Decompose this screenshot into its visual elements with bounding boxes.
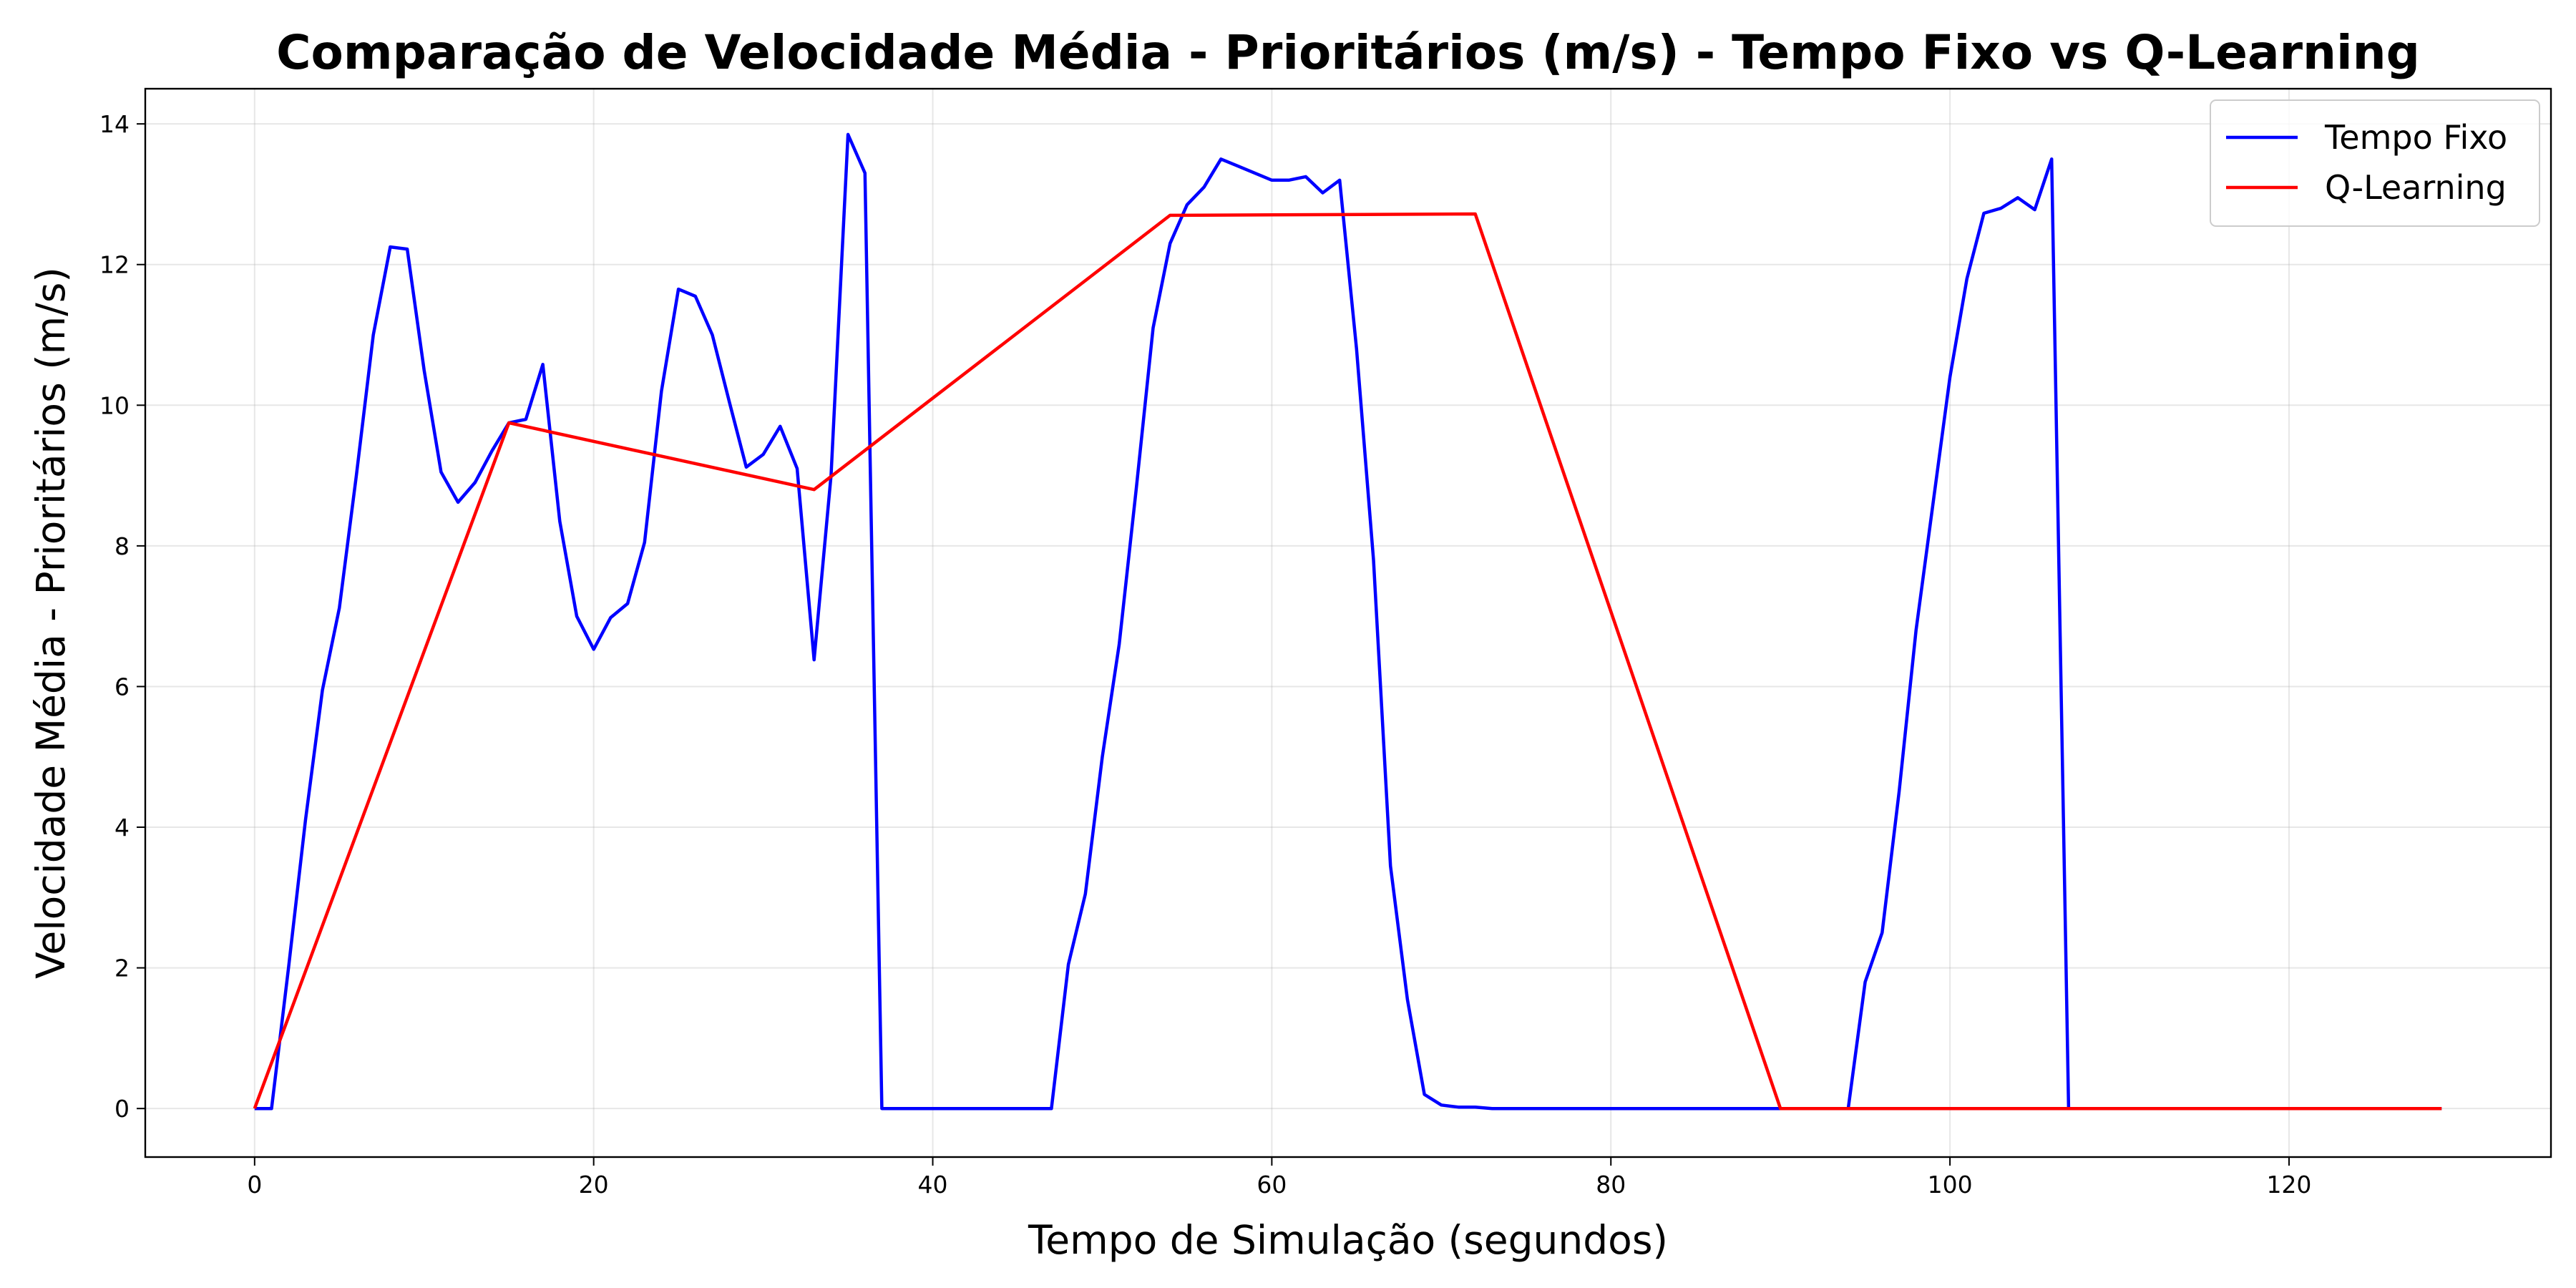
y-tick-label: 2 xyxy=(114,955,130,982)
y-axis-label: Velocidade Média - Prioritários (m/s) xyxy=(28,267,74,979)
y-tick-label: 14 xyxy=(99,110,130,138)
x-axis-ticks: 0 20 40 60 80 100 120 xyxy=(247,1157,2311,1199)
x-tick-label: 20 xyxy=(579,1171,609,1199)
legend-label: Q-Learning xyxy=(2325,168,2507,207)
y-tick-label: 8 xyxy=(114,532,130,560)
series-lines xyxy=(253,132,2442,1111)
x-tick-label: 120 xyxy=(2266,1171,2311,1199)
x-tick-label: 80 xyxy=(1596,1171,1626,1199)
y-tick-label: 6 xyxy=(114,673,130,701)
x-axis-label: Tempo de Simulação (segundos) xyxy=(1028,1217,1668,1263)
series-line-2 xyxy=(253,212,2442,1111)
legend-label: Tempo Fixo xyxy=(2324,118,2507,157)
y-tick-label: 0 xyxy=(114,1095,130,1123)
x-tick-label: 60 xyxy=(1257,1171,1287,1199)
chart-title: Comparação de Velocidade Média - Priorit… xyxy=(276,25,2420,80)
x-tick-label: 0 xyxy=(247,1171,262,1199)
y-tick-label: 12 xyxy=(99,251,130,279)
legend-box xyxy=(2210,99,2540,227)
y-tick-label: 4 xyxy=(114,814,130,841)
plot-area-frame xyxy=(144,87,2552,1158)
x-tick-label: 40 xyxy=(918,1171,948,1199)
x-tick-label: 100 xyxy=(1928,1171,1973,1199)
y-axis-ticks: 0 2 4 6 8 10 12 14 xyxy=(99,110,145,1123)
legend: Tempo Fixo Q-Learning xyxy=(2210,99,2540,227)
y-tick-label: 10 xyxy=(99,391,130,419)
